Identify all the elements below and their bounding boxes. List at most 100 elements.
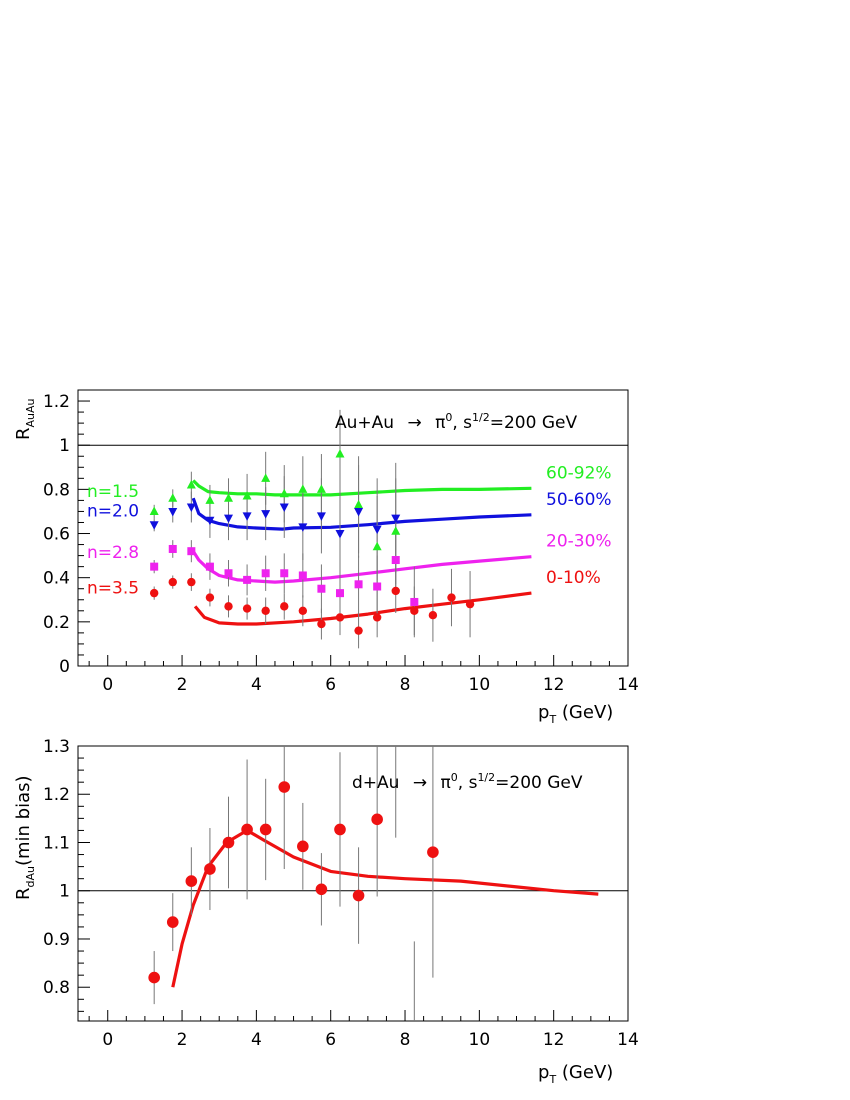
data-point-0-10% xyxy=(261,606,270,615)
top-series-labels: n=1.5 60-92% n=2.0 50-60% n=2.8 20-30% n=3.5 0-… xyxy=(87,463,612,598)
x-tick-label: 14 xyxy=(617,1030,639,1050)
data-point-50-60% xyxy=(149,521,159,530)
top-panel-au-au: 0 2 4 6 8 10 12 14 0 0.2 0.4 0.6 0.8 1 1.2 n=1.5 60-92%… xyxy=(13,389,639,726)
top-data-points xyxy=(149,449,475,635)
x-tick-label: 2 xyxy=(177,1030,188,1050)
data-point-0-10% xyxy=(428,611,438,620)
data-point-20-30% xyxy=(224,569,233,578)
bottom-y-axis-label: RdAu(min bias) xyxy=(13,775,37,900)
data-point-d+Au xyxy=(185,875,198,887)
data-point-60-92% xyxy=(335,449,345,458)
data-point-d+Au xyxy=(204,863,216,875)
x-tick-label: 12 xyxy=(543,1030,565,1050)
data-point-0-10% xyxy=(410,606,419,615)
data-point-60-92% xyxy=(391,526,401,535)
y-tick-label: 1 xyxy=(59,882,70,902)
x-tick-label: 6 xyxy=(325,1030,336,1050)
x-tick-label: 12 xyxy=(543,675,565,695)
y-tick-label: 1.2 xyxy=(43,392,70,412)
bottom-panel-d-au: 0 2 4 6 8 10 12 14 0.8 0.9 1 1.1 1.2 1.3 d+Au → π0, s… xyxy=(13,737,639,1086)
data-point-d+Au xyxy=(297,840,309,853)
data-point-0-10% xyxy=(447,593,456,602)
data-point-d+Au xyxy=(352,889,365,902)
data-point-20-30% xyxy=(280,569,289,578)
data-point-d+Au xyxy=(222,836,235,849)
data-point-20-30% xyxy=(205,562,214,571)
y-tick-label: 0.8 xyxy=(43,978,70,998)
bottom-plot-frame xyxy=(77,745,629,1022)
data-point-d+Au xyxy=(371,813,383,826)
data-point-60-92% xyxy=(316,484,326,493)
data-point-0-10% xyxy=(335,613,345,622)
data-point-d+Au xyxy=(166,916,179,928)
top-y-axis-label: RAuAu xyxy=(13,398,37,440)
model-curve-60-92% xyxy=(192,479,532,497)
data-point-60-92% xyxy=(298,484,308,493)
data-point-20-30% xyxy=(410,597,419,606)
top-axis-ticks: 0 2 4 6 8 10 12 14 0 0.2 0.4 0.6 0.8 1 1.2 xyxy=(43,389,639,695)
top-model-curves xyxy=(191,479,532,626)
data-point-20-30% xyxy=(168,544,177,553)
data-point-60-92% xyxy=(205,495,215,504)
n-label-50-60%: n=2.0 xyxy=(87,501,139,521)
data-point-50-60% xyxy=(186,503,196,513)
data-point-d+Au xyxy=(427,846,439,858)
data-point-60-92% xyxy=(149,506,159,515)
data-point-20-30% xyxy=(298,571,307,580)
data-point-60-92% xyxy=(242,490,252,500)
data-point-60-92% xyxy=(354,499,364,509)
data-point-20-30% xyxy=(243,575,252,584)
data-point-50-60% xyxy=(205,516,215,526)
y-tick-label: 1.1 xyxy=(43,833,70,853)
data-point-0-10% xyxy=(149,588,159,598)
data-point-0-10% xyxy=(298,606,308,615)
data-point-60-92% xyxy=(224,493,234,502)
bottom-model-curve xyxy=(171,828,599,988)
data-point-d+Au xyxy=(241,823,253,836)
data-point-50-60% xyxy=(242,512,252,521)
top-chart-title: Au+Au → π0, s1/2=200 GeV xyxy=(335,411,577,433)
data-point-50-60% xyxy=(261,510,271,519)
x-tick-label: 8 xyxy=(400,675,411,695)
model-curve-d+Au xyxy=(171,828,599,988)
data-point-d+Au xyxy=(315,883,328,896)
data-point-60-92% xyxy=(186,479,196,489)
data-point-60-92% xyxy=(279,488,289,498)
data-point-d+Au xyxy=(278,781,291,793)
centrality-label-60-92%: 60-92% xyxy=(546,463,612,483)
centrality-label-0-10%: 0-10% xyxy=(546,568,601,588)
data-point-d+Au xyxy=(334,823,346,836)
data-point-d+Au xyxy=(148,971,160,984)
data-point-0-10% xyxy=(372,613,382,622)
x-tick-label: 4 xyxy=(251,1030,262,1050)
data-point-0-10% xyxy=(168,577,177,587)
x-tick-label: 0 xyxy=(102,675,113,695)
data-point-50-60% xyxy=(298,523,308,532)
y-tick-label: 0.2 xyxy=(43,613,70,633)
bottom-data-points xyxy=(148,781,439,984)
data-point-0-10% xyxy=(280,602,289,611)
x-tick-label: 0 xyxy=(102,1030,113,1050)
y-tick-label: 0.6 xyxy=(43,525,70,545)
n-label-60-92%: n=1.5 xyxy=(87,482,139,502)
data-point-50-60% xyxy=(224,514,234,524)
x-tick-label: 10 xyxy=(469,675,491,695)
y-tick-label: 0.9 xyxy=(43,930,70,950)
centrality-label-20-30%: 20-30% xyxy=(546,532,612,552)
data-point-0-10% xyxy=(224,602,233,611)
x-tick-label: 2 xyxy=(177,675,188,695)
x-tick-label: 6 xyxy=(325,675,336,695)
x-tick-label: 4 xyxy=(251,675,262,695)
data-point-0-10% xyxy=(465,599,475,609)
data-point-0-10% xyxy=(187,577,196,587)
x-tick-label: 14 xyxy=(617,675,639,695)
bottom-error-bars xyxy=(153,746,434,1021)
y-tick-label: 0 xyxy=(59,657,70,677)
data-point-d+Au xyxy=(259,823,272,836)
model-curve-0-10% xyxy=(193,591,532,626)
n-label-20-30%: n=2.8 xyxy=(87,543,139,563)
data-point-0-10% xyxy=(242,604,252,613)
data-point-20-30% xyxy=(261,569,270,578)
y-tick-label: 0.4 xyxy=(43,569,70,589)
